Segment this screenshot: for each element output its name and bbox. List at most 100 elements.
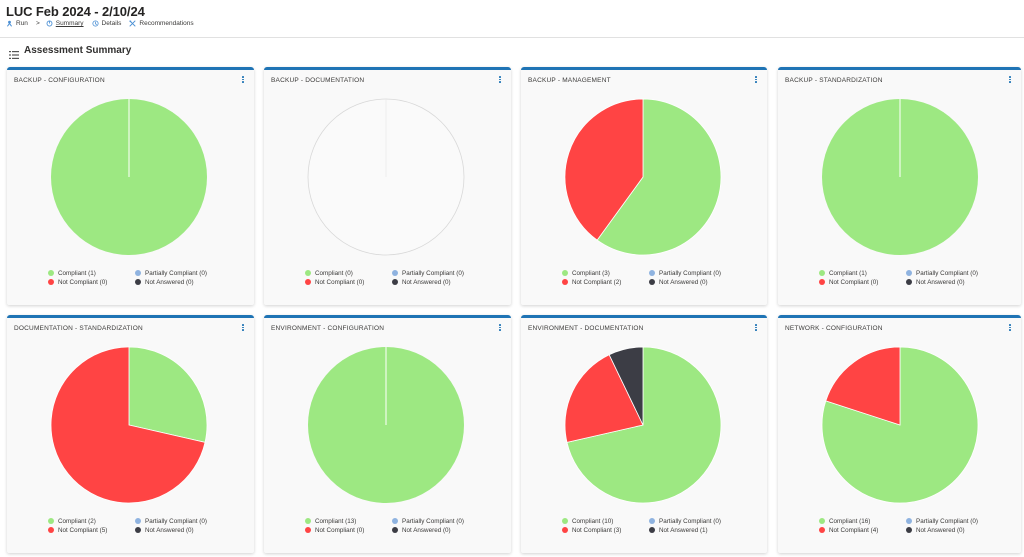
legend-item-compliant[interactable]: Compliant (1) [819, 269, 906, 277]
legend-label: Partially Compliant (0) [659, 517, 721, 525]
legend-item-not-answered[interactable]: Not Answered (0) [135, 278, 225, 286]
more-options-icon[interactable] [754, 76, 758, 85]
legend-label: Compliant (2) [58, 517, 96, 525]
legend-item-not-compliant[interactable]: Not Compliant (0) [305, 526, 392, 534]
legend-dot-icon [135, 270, 141, 276]
section-bar [0, 39, 1024, 63]
legend-item-not-answered[interactable]: Not Answered (0) [906, 278, 996, 286]
legend-item-partially-compliant[interactable]: Partially Compliant (0) [135, 517, 225, 525]
legend-dot-icon [48, 518, 54, 524]
legend-label: Partially Compliant (0) [916, 517, 978, 525]
chart-card: BACKUP - MANAGEMENT Compliant (3) Partiall… [521, 67, 767, 305]
legend-dot-icon [135, 527, 141, 533]
recommendations-icon [129, 20, 137, 27]
legend-item-not-answered[interactable]: Not Answered (0) [392, 278, 482, 286]
breadcrumb-summary[interactable]: Summary [46, 20, 84, 27]
legend-label: Compliant (1) [829, 269, 867, 277]
legend-label: Partially Compliant (0) [659, 269, 721, 277]
legend-item-compliant[interactable]: Compliant (16) [819, 517, 906, 525]
breadcrumb-run[interactable]: Run [6, 20, 28, 27]
chart-legend: Compliant (13) Partially Compliant (0) Not… [305, 517, 482, 534]
legend-item-compliant[interactable]: Compliant (1) [48, 269, 135, 277]
pie-chart[interactable] [521, 318, 767, 518]
legend-label: Not Compliant (3) [572, 526, 622, 534]
legend-dot-icon [135, 279, 141, 285]
pie-slice-not-compliant [564, 354, 644, 443]
breadcrumb-details[interactable]: Details [92, 20, 121, 27]
card-title: ENVIRONMENT - DOCUMENTATION [528, 325, 644, 332]
legend-dot-icon [135, 518, 141, 524]
legend-label: Partially Compliant (0) [145, 517, 207, 525]
pie-chart[interactable] [7, 70, 254, 270]
pie-chart[interactable] [264, 70, 511, 270]
legend-item-not-compliant[interactable]: Not Compliant (3) [562, 526, 649, 534]
legend-item-not-compliant[interactable]: Not Compliant (0) [819, 278, 906, 286]
legend-label: Not Answered (0) [402, 526, 451, 534]
legend-item-partially-compliant[interactable]: Partially Compliant (0) [649, 517, 739, 525]
chart-card: NETWORK - CONFIGURATION Compliant (16) Par… [778, 315, 1021, 553]
legend-item-compliant[interactable]: Compliant (3) [562, 269, 649, 277]
more-options-icon[interactable] [754, 324, 758, 333]
legend-item-not-answered[interactable]: Not Answered (0) [906, 526, 996, 534]
legend-item-partially-compliant[interactable]: Partially Compliant (0) [135, 269, 225, 277]
legend-item-not-compliant[interactable]: Not Compliant (0) [305, 278, 392, 286]
legend-label: Not Compliant (0) [315, 526, 365, 534]
chart-card: BACKUP - DOCUMENTATION Compliant (0) Parti… [264, 67, 511, 305]
legend-item-not-answered[interactable]: Not Answered (1) [649, 526, 739, 534]
legend-dot-icon [819, 527, 825, 533]
legend-dot-icon [649, 527, 655, 533]
legend-dot-icon [906, 518, 912, 524]
more-options-icon[interactable] [241, 76, 245, 85]
chart-legend: Compliant (2) Partially Compliant (0) Not … [48, 517, 225, 534]
more-options-icon[interactable] [498, 324, 502, 333]
legend-item-not-compliant[interactable]: Not Compliant (4) [819, 526, 906, 534]
legend-dot-icon [562, 527, 568, 533]
pie-chart[interactable] [521, 70, 767, 270]
legend-item-not-answered[interactable]: Not Answered (0) [649, 278, 739, 286]
pie-chart[interactable] [264, 318, 511, 518]
legend-item-not-compliant[interactable]: Not Compliant (0) [48, 278, 135, 286]
breadcrumb-separator: > [35, 20, 40, 27]
legend-dot-icon [819, 270, 825, 276]
pie-chart[interactable] [778, 70, 1021, 270]
legend-dot-icon [48, 527, 54, 533]
legend-item-compliant[interactable]: Compliant (2) [48, 517, 135, 525]
legend-item-compliant[interactable]: Compliant (10) [562, 517, 649, 525]
legend-item-compliant[interactable]: Compliant (13) [305, 517, 392, 525]
pie-chart[interactable] [778, 318, 1021, 518]
pie-slice-not-compliant [50, 346, 206, 504]
legend-item-partially-compliant[interactable]: Partially Compliant (0) [906, 269, 996, 277]
legend-item-partially-compliant[interactable]: Partially Compliant (0) [392, 269, 482, 277]
legend-label: Not Compliant (2) [572, 278, 622, 286]
legend-item-partially-compliant[interactable]: Partially Compliant (0) [392, 517, 482, 525]
legend-dot-icon [562, 270, 568, 276]
more-options-icon[interactable] [1008, 76, 1012, 85]
card-title: NETWORK - CONFIGURATION [785, 325, 883, 332]
pie-slice-compliant [128, 346, 208, 443]
legend-label: Compliant (16) [829, 517, 871, 525]
breadcrumb: Run > Summary Details Recommendations [6, 20, 202, 27]
legend-item-not-answered[interactable]: Not Answered (0) [135, 526, 225, 534]
legend-label: Not Answered (1) [659, 526, 708, 534]
legend-item-compliant[interactable]: Compliant (0) [305, 269, 392, 277]
legend-item-not-compliant[interactable]: Not Compliant (5) [48, 526, 135, 534]
legend-dot-icon [48, 279, 54, 285]
legend-item-not-compliant[interactable]: Not Compliant (2) [562, 278, 649, 286]
breadcrumb-recommendations[interactable]: Recommendations [129, 20, 194, 27]
legend-item-not-answered[interactable]: Not Answered (0) [392, 526, 482, 534]
legend-label: Not Compliant (0) [58, 278, 108, 286]
legend-dot-icon [819, 279, 825, 285]
legend-dot-icon [392, 270, 398, 276]
more-options-icon[interactable] [241, 324, 245, 333]
legend-label: Not Answered (0) [659, 278, 708, 286]
legend-dot-icon [649, 279, 655, 285]
pie-slice-not-answered [608, 346, 644, 426]
legend-dot-icon [906, 279, 912, 285]
legend-item-partially-compliant[interactable]: Partially Compliant (0) [649, 269, 739, 277]
pie-chart[interactable] [7, 318, 254, 518]
more-options-icon[interactable] [498, 76, 502, 85]
legend-dot-icon [392, 527, 398, 533]
legend-item-partially-compliant[interactable]: Partially Compliant (0) [906, 517, 996, 525]
more-options-icon[interactable] [1008, 324, 1012, 333]
chart-card: ENVIRONMENT - CONFIGURATION Compliant (13… [264, 315, 511, 553]
